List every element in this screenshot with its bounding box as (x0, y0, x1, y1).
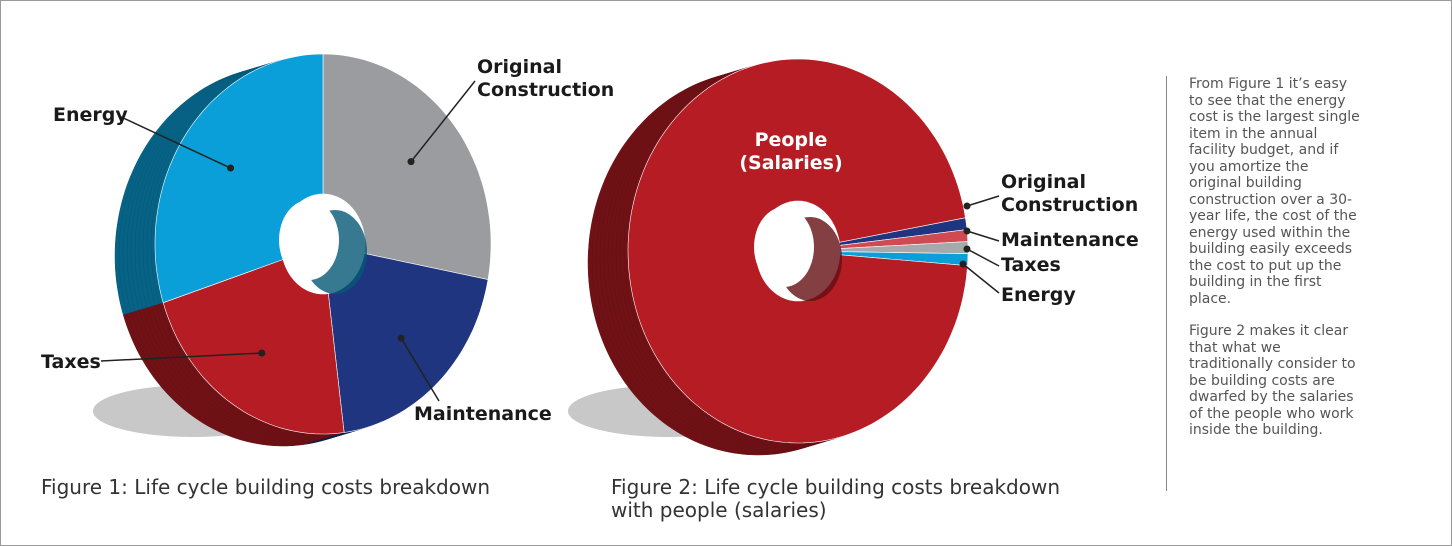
leader-dot (407, 158, 415, 166)
leader-line (962, 263, 1000, 294)
leader-line (966, 230, 1000, 242)
slice-label: Maintenance (414, 403, 552, 425)
leader-dot (227, 164, 235, 172)
caption: Figure 1: Life cycle building costs brea… (41, 475, 491, 499)
hole (279, 200, 339, 280)
leader-dot (963, 245, 971, 253)
slice-label: Energy (53, 104, 128, 126)
slice-label: Original Construction (477, 56, 615, 101)
slice-label: Maintenance (1001, 229, 1139, 251)
leader-line (966, 195, 1000, 207)
leader-line (966, 248, 1000, 267)
paragraph: From Figure 1 it’s easy to see that the … (1189, 76, 1360, 307)
slice-label: People (Salaries) (739, 129, 843, 174)
leader-dot (258, 349, 266, 357)
slice-label: Original Construction (1001, 171, 1139, 216)
leader-line (400, 337, 440, 402)
hole (754, 207, 814, 287)
caption: Figure 2: Life cycle building costs brea… (611, 475, 1061, 522)
slice-label: Taxes (41, 351, 101, 373)
slice-label: Taxes (1001, 254, 1061, 276)
leader-line (118, 115, 231, 169)
leader-line (410, 80, 476, 163)
leader-dot (397, 334, 405, 342)
side-text: From Figure 1 it’s easy to see that the … (1166, 76, 1364, 491)
leader-line (100, 352, 262, 362)
paragraph: Figure 2 makes it clear that what we tra… (1189, 323, 1356, 438)
leader-dot (963, 202, 971, 210)
leader-dot (963, 227, 971, 235)
leader-dot (959, 260, 967, 268)
slice-label: Energy (1001, 284, 1076, 306)
